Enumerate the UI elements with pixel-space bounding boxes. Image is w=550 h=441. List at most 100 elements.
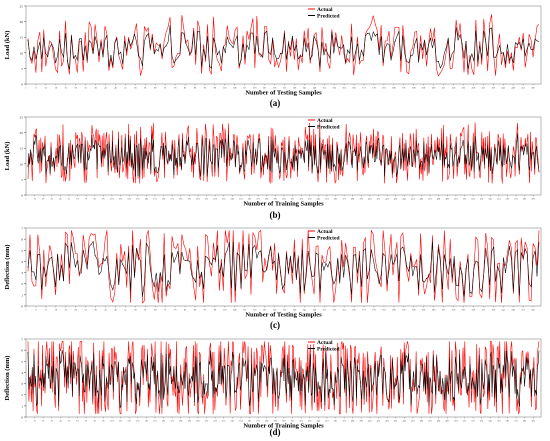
predicted-point: [260, 381, 262, 383]
x-tick-label: 1: [25, 420, 27, 423]
x-tick-label: 361: [334, 420, 338, 423]
predicted-point: [366, 32, 368, 34]
predicted-point: [452, 165, 454, 167]
predicted-point: [32, 392, 34, 394]
predicted-point: [260, 250, 262, 252]
predicted-point: [283, 171, 285, 173]
predicted-point: [301, 390, 303, 392]
predicted-point: [465, 154, 467, 156]
x-tick-label: 141: [145, 420, 149, 423]
predicted-point: [189, 53, 191, 55]
predicted-point: [50, 382, 52, 384]
predicted-point: [206, 175, 208, 177]
x-tick-label: 6: [35, 87, 37, 90]
predicted-point: [475, 396, 477, 398]
predicted-point: [58, 161, 60, 163]
predicted-point: [193, 31, 195, 33]
x-tick-label: 31: [84, 87, 87, 90]
predicted-point: [280, 371, 282, 373]
x-tick-label: 106: [233, 309, 237, 312]
x-tick-label: 381: [351, 420, 355, 423]
x-tick-label: 216: [452, 309, 456, 312]
predicted-point: [375, 146, 377, 148]
x-tick-label: 421: [385, 198, 389, 201]
x-tick-label: 36: [94, 87, 97, 90]
x-tick-label: 11: [33, 198, 36, 201]
y-axis-label: Load (kN): [4, 142, 11, 171]
x-tick-label: 511: [463, 420, 467, 423]
x-tick-label: 271: [256, 420, 260, 423]
predicted-point: [74, 266, 76, 268]
predicted-point: [248, 243, 250, 245]
predicted-point: [222, 139, 223, 141]
x-tick-label: 16: [55, 87, 58, 90]
predicted-point: [83, 391, 85, 393]
predicted-point: [186, 140, 188, 142]
predicted-point: [362, 370, 364, 372]
x-tick-label: 226: [472, 309, 476, 312]
x-tick-label: 371: [342, 198, 346, 201]
predicted-point: [413, 154, 415, 156]
y-tick-label: 7: [21, 338, 23, 342]
series-predicted-line: [27, 350, 540, 408]
x-tick-label: 1: [25, 309, 27, 312]
predicted-point: [55, 156, 57, 158]
x-tick-label: 591: [531, 198, 535, 201]
predicted-point: [449, 382, 451, 384]
y-axis-label: Deflection (mm): [4, 245, 11, 290]
predicted-point: [272, 37, 274, 39]
predicted-point: [393, 160, 395, 162]
x-tick-label: 81: [94, 198, 97, 201]
predicted-point: [237, 378, 239, 379]
x-tick-label: 81: [94, 420, 97, 423]
predicted-point: [488, 166, 490, 168]
predicted-point: [398, 31, 400, 32]
x-tick-label: 111: [243, 87, 247, 90]
predicted-point: [518, 405, 520, 407]
predicted-point: [45, 356, 47, 357]
x-tick-label: 261: [248, 420, 252, 423]
x-tick-label: 481: [437, 198, 441, 201]
predicted-point: [347, 261, 349, 263]
x-tick-label: 101: [223, 87, 227, 90]
x-tick-label: 171: [170, 198, 174, 201]
y-tick-label: 2: [21, 282, 23, 286]
predicted-point: [117, 171, 119, 173]
predicted-point: [299, 55, 301, 57]
predicted-point: [250, 391, 252, 393]
predicted-point: [40, 148, 42, 149]
x-tick-label: 581: [523, 420, 527, 423]
predicted-point: [276, 279, 278, 281]
legend-label-predicted: Predicted: [317, 125, 340, 131]
predicted-point: [165, 147, 167, 149]
x-tick-label: 136: [293, 309, 297, 312]
predicted-point: [211, 371, 213, 372]
predicted-point: [293, 168, 295, 170]
series-predicted-line: [27, 132, 540, 178]
chart-caption-c: (c): [270, 320, 280, 330]
predicted-point: [27, 266, 29, 268]
x-tick-label: 551: [497, 420, 501, 423]
x-tick-label: 411: [377, 198, 381, 201]
predicted-point: [185, 43, 187, 44]
predicted-point: [169, 25, 171, 27]
x-tick-label: 201: [422, 309, 426, 312]
plot-frame: [25, 227, 542, 307]
predicted-point: [401, 158, 403, 160]
legend-label-actual: Actual: [317, 7, 333, 13]
predicted-point: [188, 149, 190, 151]
predicted-point: [298, 373, 300, 374]
predicted-point: [219, 142, 221, 144]
predicted-point: [327, 53, 329, 55]
predicted-point: [288, 367, 290, 369]
predicted-point: [506, 163, 508, 164]
predicted-point: [536, 368, 538, 369]
x-tick-label: 281: [265, 198, 269, 201]
predicted-point: [383, 144, 385, 146]
y-tick-label: 1: [21, 404, 23, 408]
predicted-point: [457, 39, 459, 41]
predicted-point: [528, 283, 530, 285]
predicted-point: [219, 383, 221, 385]
predicted-point: [490, 149, 492, 151]
predicted-point: [82, 249, 84, 251]
